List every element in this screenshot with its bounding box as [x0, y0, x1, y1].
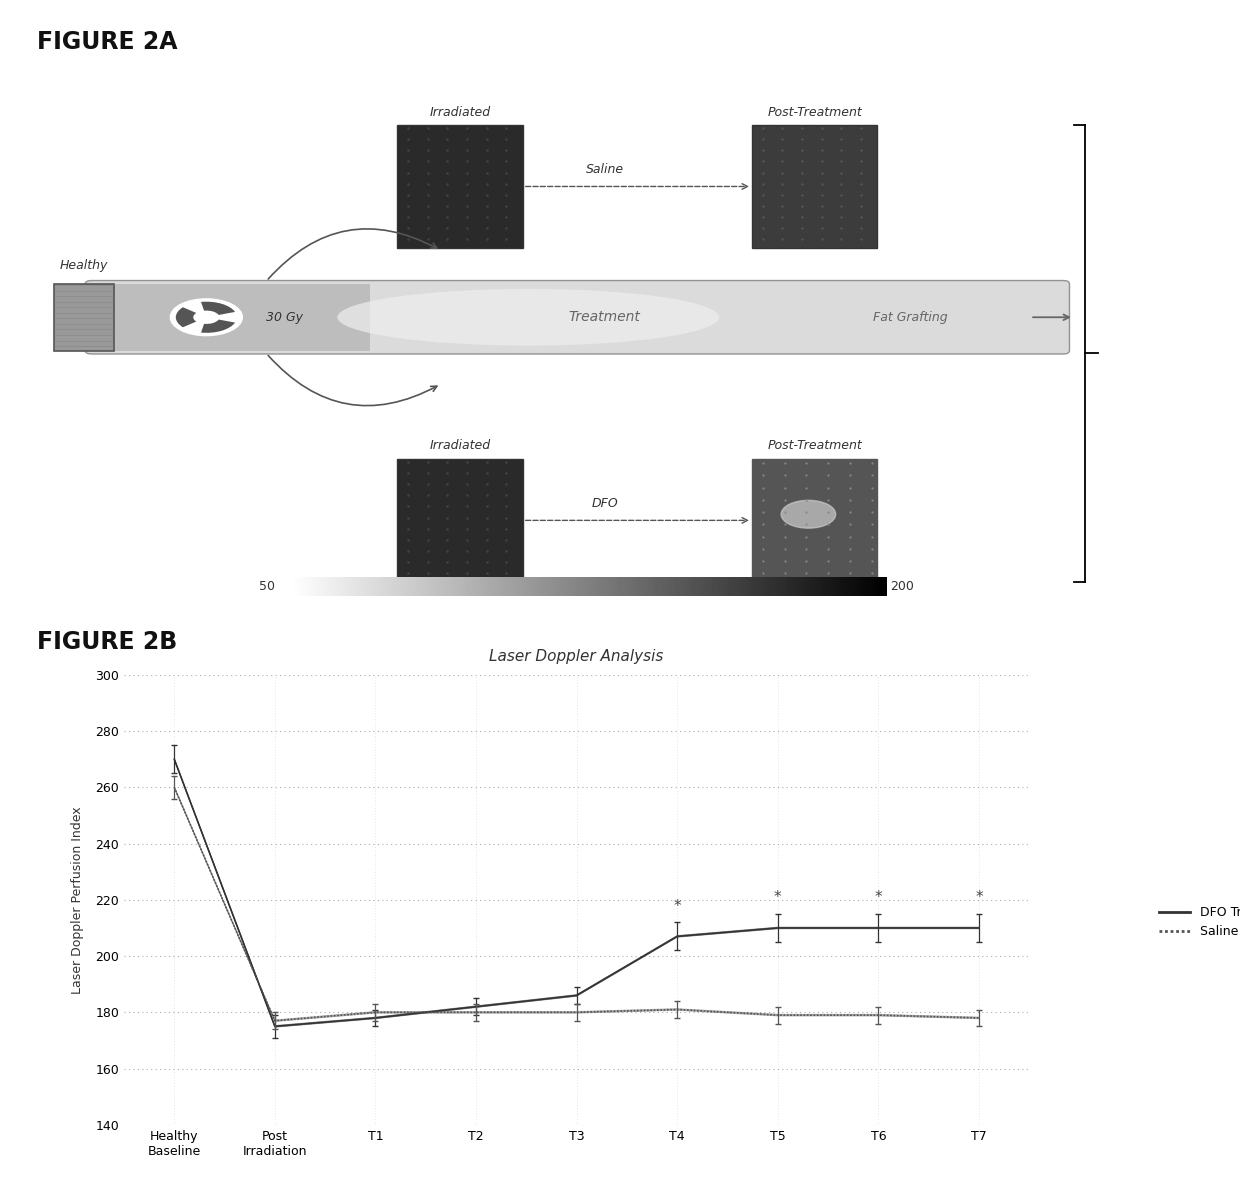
- Bar: [751, 126, 878, 247]
- Text: FIGURE 2A: FIGURE 2A: [37, 30, 177, 53]
- Saline Treated: [770, 1008, 785, 1022]
- Title: Laser Doppler Analysis: Laser Doppler Analysis: [490, 649, 663, 664]
- Wedge shape: [201, 320, 236, 333]
- Circle shape: [198, 314, 215, 321]
- Text: Treatment: Treatment: [569, 310, 641, 324]
- Circle shape: [170, 298, 242, 335]
- Text: 30 Gy: 30 Gy: [267, 310, 304, 323]
- Saline Treated: [971, 1011, 986, 1025]
- Bar: [397, 126, 523, 247]
- Saline Treated: [569, 1005, 584, 1019]
- Y-axis label: Laser Doppler Perfusion Index: Laser Doppler Perfusion Index: [71, 806, 84, 993]
- Text: *: *: [673, 899, 681, 914]
- Legend: DFO Treated, Saline Treated: DFO Treated, Saline Treated: [1154, 901, 1240, 944]
- DFO Treated: [770, 921, 785, 935]
- Text: DFO: DFO: [591, 497, 618, 510]
- DFO Treated: [268, 1019, 283, 1034]
- Saline Treated: [870, 1008, 885, 1022]
- Text: 200: 200: [890, 580, 914, 592]
- Text: Post-Treatment: Post-Treatment: [768, 105, 862, 118]
- FancyBboxPatch shape: [86, 281, 1069, 354]
- Text: Saline: Saline: [585, 163, 624, 176]
- Saline Treated: [268, 1014, 283, 1028]
- Text: Healthy: Healthy: [60, 258, 108, 271]
- Saline Treated: [469, 1005, 484, 1019]
- DFO Treated: [469, 999, 484, 1014]
- Text: FIGURE 2B: FIGURE 2B: [37, 630, 177, 654]
- DFO Treated: [870, 921, 885, 935]
- DFO Treated: [670, 929, 684, 944]
- Text: *: *: [774, 890, 781, 906]
- Text: 50: 50: [259, 580, 275, 592]
- Circle shape: [781, 501, 836, 528]
- Line: Saline Treated: Saline Treated: [175, 787, 978, 1021]
- Text: *: *: [975, 890, 983, 906]
- Bar: [53, 284, 114, 350]
- Bar: [97, 284, 370, 350]
- DFO Treated: [971, 921, 986, 935]
- DFO Treated: [569, 989, 584, 1003]
- Text: Irradiated: Irradiated: [429, 439, 491, 452]
- Bar: [751, 459, 878, 581]
- Wedge shape: [201, 302, 236, 315]
- Ellipse shape: [337, 289, 719, 346]
- Line: DFO Treated: DFO Treated: [175, 759, 978, 1027]
- Saline Treated: [167, 780, 182, 794]
- Text: Fat Grafting: Fat Grafting: [873, 310, 947, 323]
- Bar: [397, 459, 523, 581]
- Wedge shape: [176, 307, 196, 327]
- Saline Treated: [368, 1005, 383, 1019]
- Text: Post-Treatment: Post-Treatment: [768, 439, 862, 452]
- DFO Treated: [167, 752, 182, 766]
- Text: *: *: [874, 890, 882, 906]
- Text: Irradiated: Irradiated: [429, 105, 491, 118]
- DFO Treated: [368, 1011, 383, 1025]
- Saline Treated: [670, 1003, 684, 1017]
